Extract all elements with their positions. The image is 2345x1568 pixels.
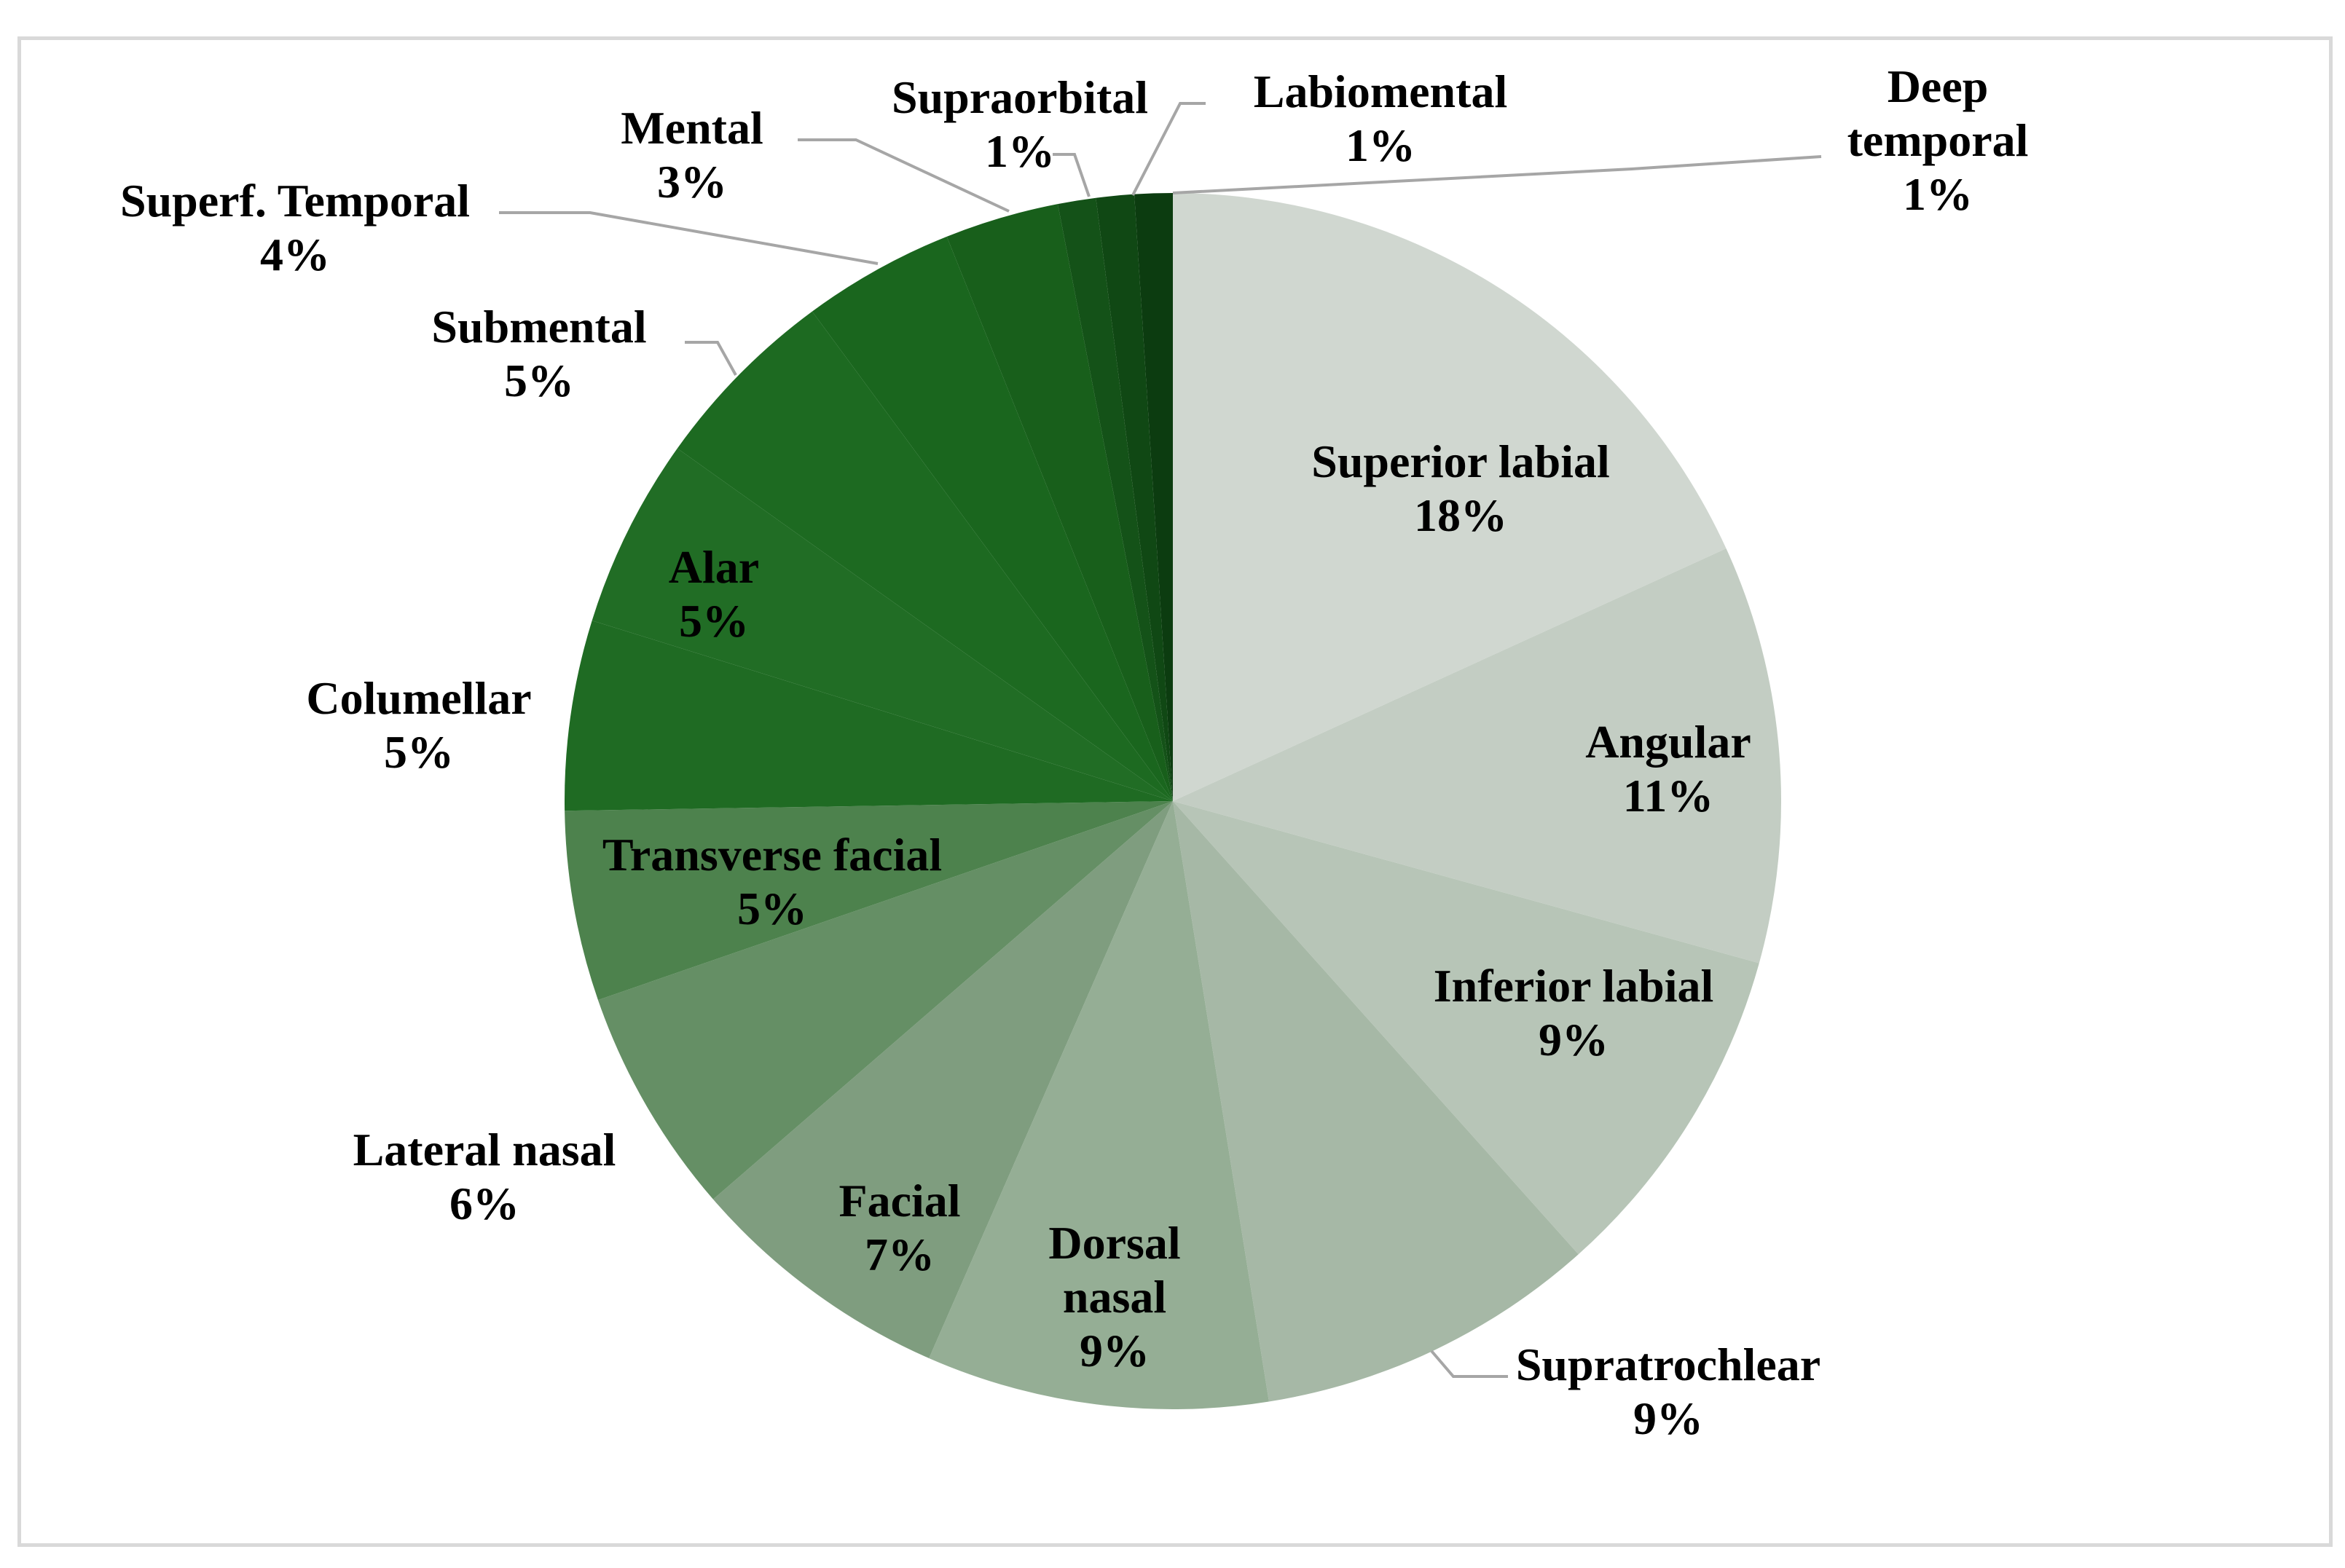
data-label-supraorbital: Supraorbital 1% [892,71,1148,177]
data-label-value: 1% [1903,168,1973,220]
pie-slice-dorsal-nasal [929,801,1269,1409]
data-label-value: 4% [260,229,330,280]
leader-line-labiomental [1131,102,1206,196]
data-label-name: nasal [1063,1271,1166,1323]
data-label-deep-temporal: Deep temporal 1% [1847,60,2029,220]
data-label-name: Mental [621,102,763,154]
pie-slice-transverse-facial [565,801,1173,1001]
data-label-lateral-nasal: Lateral nasal 6% [353,1124,616,1229]
leader-line-supratrochlear [1430,1350,1508,1378]
data-label-value: 5% [384,726,454,778]
data-label-inferior-labial: Inferior labial 9% [1434,960,1714,1065]
data-label-labiomental: Labiomental 1% [1254,66,1507,171]
pie-slice-superf-temporal [812,236,1173,802]
data-label-name: Supratrochlear [1516,1339,1820,1390]
leader-line-mental [798,138,1010,213]
data-label-submental: Submental 5% [431,301,646,406]
data-label-value: 3% [657,156,727,208]
data-label-name: Transverse facial [602,829,942,880]
data-label-name: Lateral nasal [353,1124,616,1175]
pie-slice-supratrochlear [1173,801,1579,1402]
data-label-value: 11% [1623,770,1713,822]
data-label-name: Labiomental [1254,66,1507,117]
pie-slice-alar [592,448,1173,801]
data-label-facial: Facial 7% [838,1175,960,1280]
pie-slice-lateral-nasal [597,801,1173,1199]
pie-slice-deep-temporal [1134,193,1173,801]
pie-slice-superior-labial [1173,193,1727,801]
data-label-value: 7% [865,1229,935,1280]
data-label-name: Superf. Temporal [120,175,470,226]
data-label-alar: Alar 5% [669,541,759,647]
pie-slice-angular [1173,548,1781,964]
leader-line-supraorbital [1053,153,1091,197]
data-label-value: 5% [679,595,749,647]
data-label-value: 1% [1346,119,1415,171]
leader-line-deep-temporal [1172,155,1822,194]
data-label-name: Columellar [306,672,531,724]
data-label-name: Alar [669,541,759,593]
data-label-superf-temporal: Superf. Temporal 4% [120,175,470,280]
data-label-value: 9% [1080,1325,1150,1376]
pie-slice-inferior-labial [1173,801,1759,1255]
pie-slice-columellar [565,620,1173,811]
data-label-superior-labial: Superior labial 18% [1311,436,1610,541]
data-label-value: 6% [449,1178,519,1229]
data-label-name: Supraorbital [892,71,1148,123]
data-label-name: Dorsal [1048,1217,1180,1269]
leader-line-submental [685,341,737,376]
data-label-value: 18% [1414,489,1507,541]
pie-slice-mental [946,204,1173,801]
pie-slice-facial [712,801,1173,1358]
data-label-columellar: Columellar 5% [306,672,531,778]
data-label-value: 9% [1633,1392,1703,1444]
data-label-transverse-facial: Transverse facial 5% [602,829,942,934]
data-label-name: Angular [1585,716,1751,768]
data-label-name: Superior labial [1311,436,1610,487]
pie-slice-supraorbital [1057,197,1173,801]
pie-slice-submental [677,311,1173,801]
data-label-value: 9% [1539,1014,1608,1065]
data-label-value: 5% [737,883,807,934]
data-label-name: Deep [1888,60,1989,112]
data-label-angular: Angular 11% [1585,716,1751,822]
data-label-mental: Mental 3% [621,102,763,208]
pie-slice-labiomental [1096,194,1173,801]
data-label-value: 1% [985,125,1055,177]
data-label-name: Submental [431,301,646,352]
data-label-value: 5% [504,355,574,406]
leader-line-superf-temporal [499,211,879,265]
data-label-supratrochlear: Supratrochlear 9% [1516,1339,1820,1444]
data-label-name: Facial [838,1175,960,1226]
data-label-name: Inferior labial [1434,960,1714,1012]
data-label-dorsal-nasal: Dorsal nasal 9% [1048,1217,1180,1376]
data-label-name: temporal [1847,114,2029,166]
